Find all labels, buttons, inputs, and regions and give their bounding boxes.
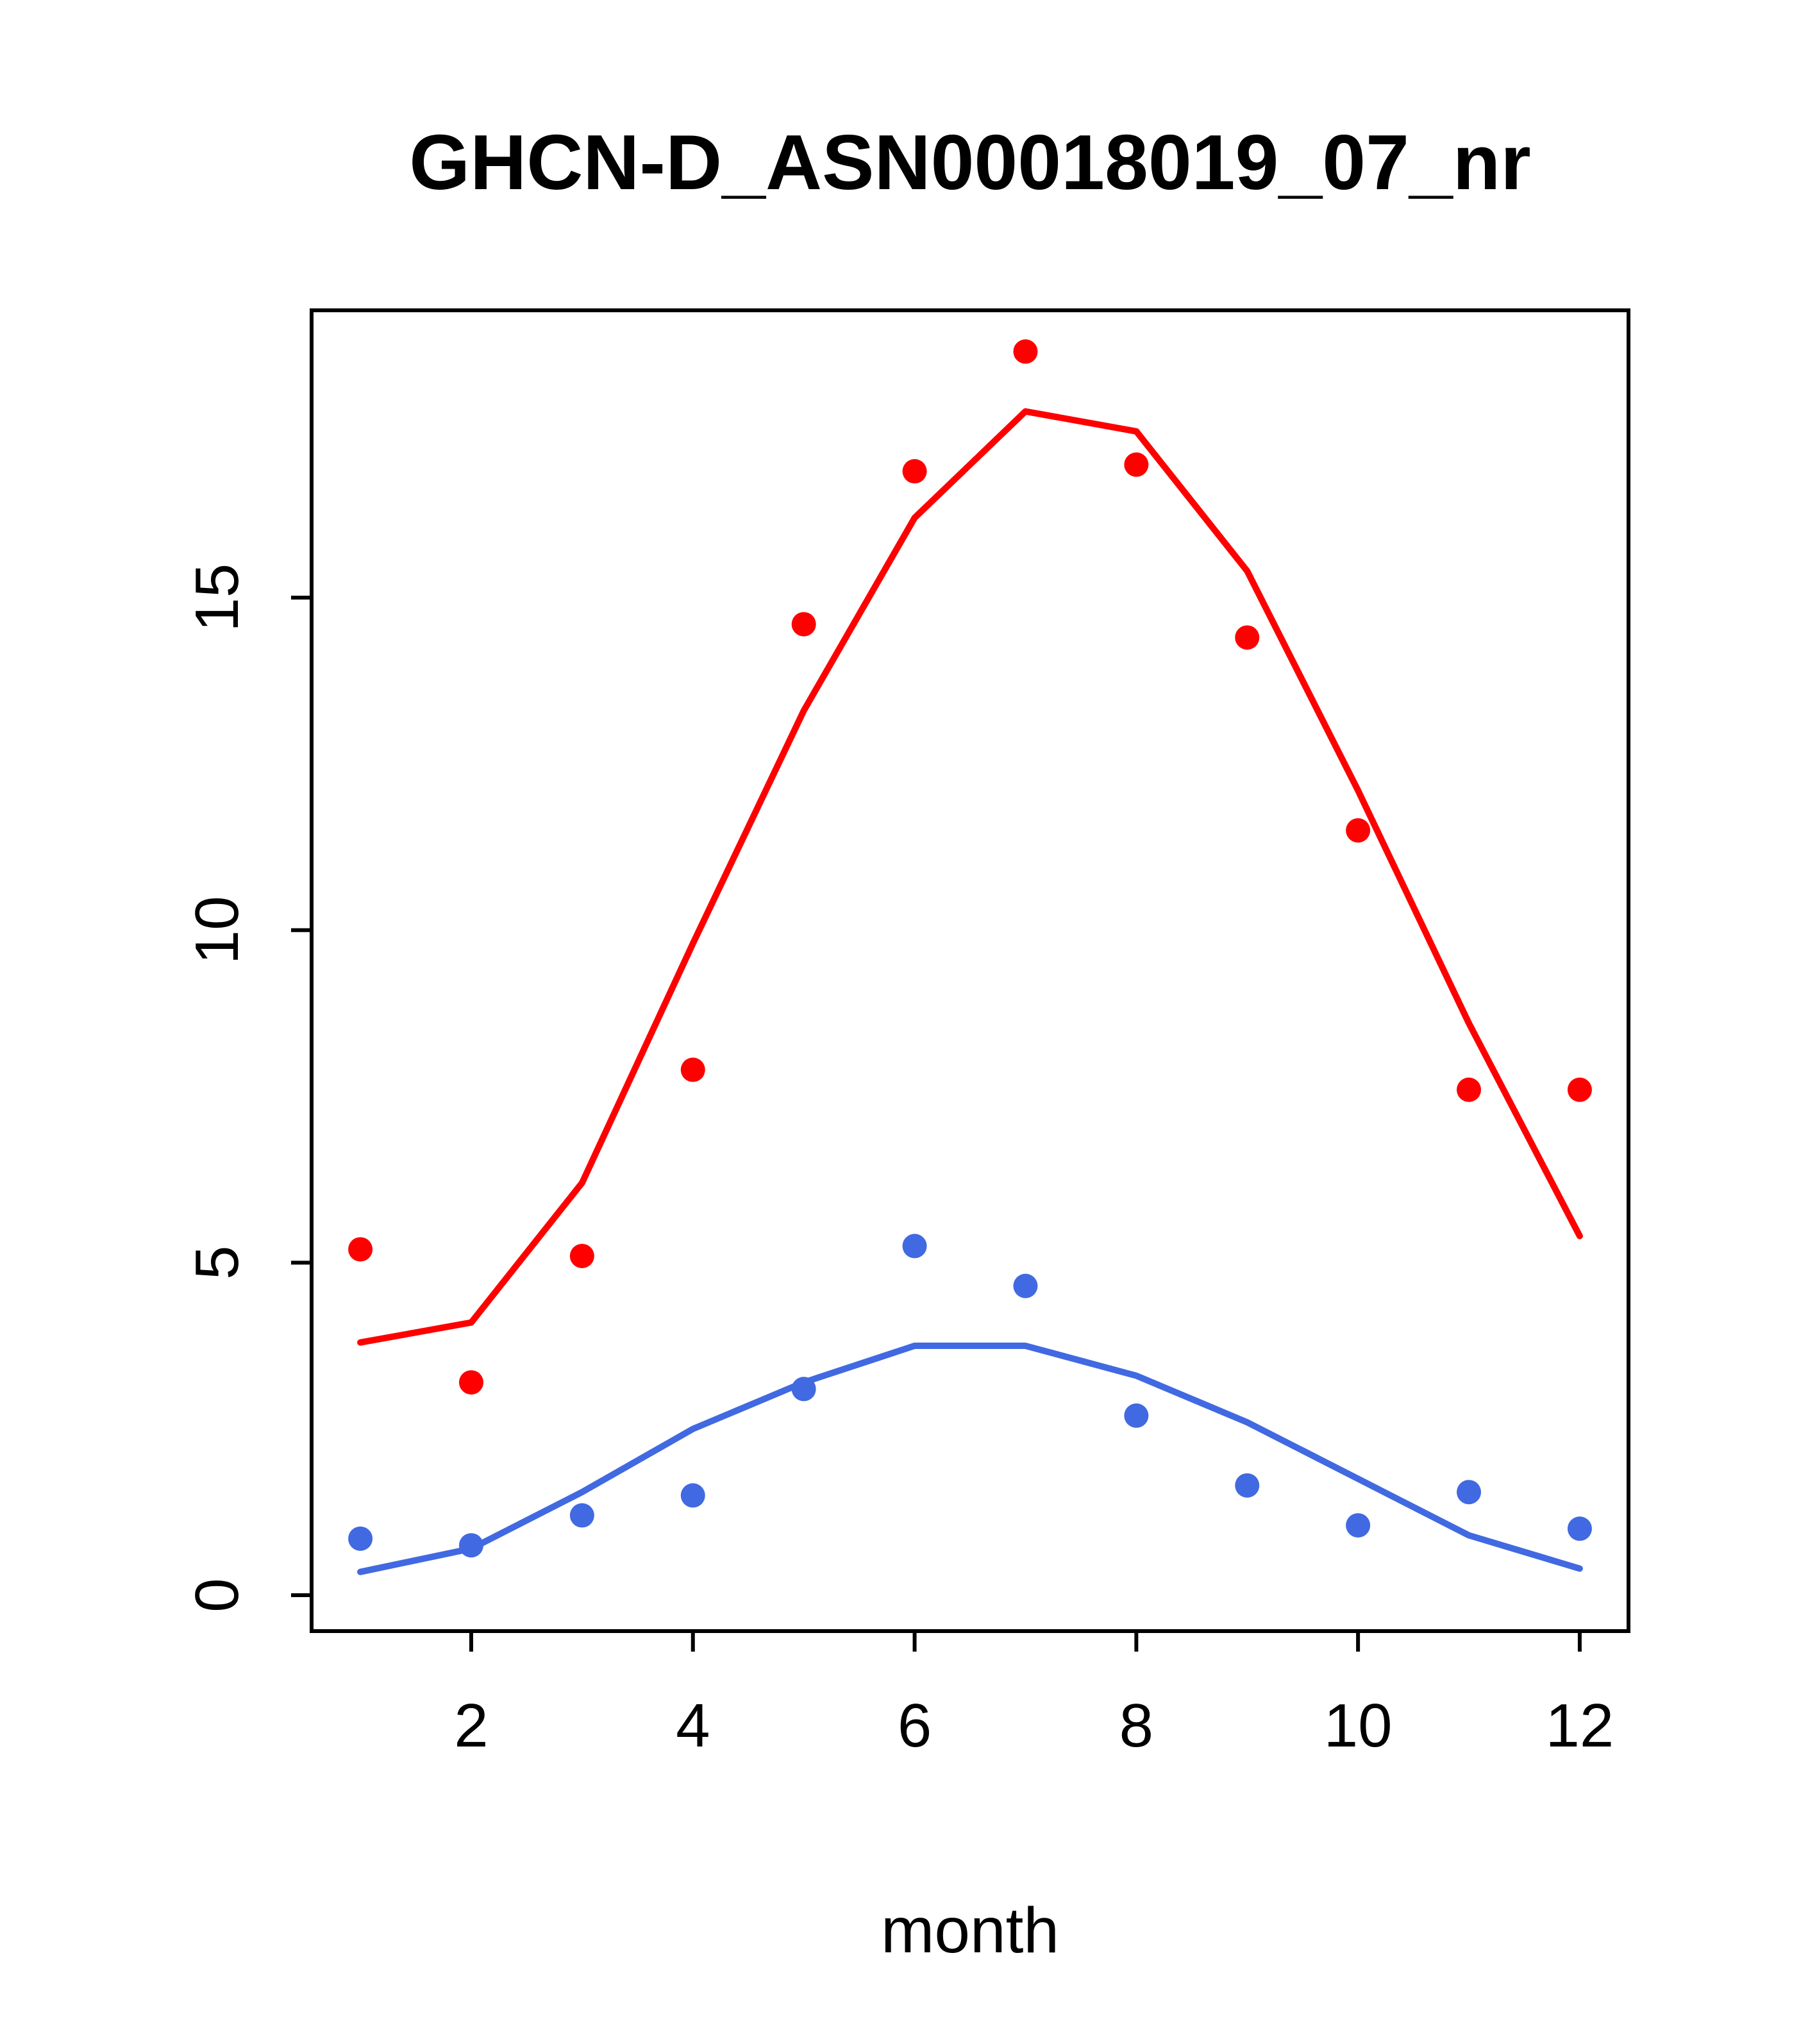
red-points-marker <box>458 1370 483 1395</box>
chart-title: GHCN-D_ASN00018019_07_nr <box>409 119 1531 206</box>
red-points-marker <box>1235 625 1260 650</box>
blue-points-marker <box>1346 1513 1371 1538</box>
x-tick-label: 8 <box>1119 1691 1153 1760</box>
plot-border <box>310 308 1630 1633</box>
red-points-marker <box>902 459 927 484</box>
red-points-marker <box>569 1243 594 1268</box>
red-points-marker <box>1013 339 1038 364</box>
y-tick-label: 0 <box>183 1578 251 1612</box>
y-tick-label: 10 <box>183 896 251 964</box>
y-tick-label: 5 <box>183 1246 251 1280</box>
x-tick-label: 2 <box>454 1691 488 1760</box>
red-points-marker <box>1457 1077 1482 1102</box>
blue-points-marker <box>1235 1473 1260 1498</box>
red-points-marker <box>791 612 816 637</box>
red-points-marker <box>1124 452 1149 477</box>
blue-points-marker <box>348 1526 373 1551</box>
blue-points-marker <box>680 1483 705 1508</box>
red-points-marker <box>680 1057 705 1082</box>
blue-points-marker <box>791 1377 816 1402</box>
x-tick-label: 6 <box>898 1691 932 1760</box>
x-tick-label: 10 <box>1324 1691 1393 1760</box>
x-axis-label: month <box>881 1895 1059 1966</box>
x-tick-label: 4 <box>676 1691 710 1760</box>
blue-points-marker <box>1457 1480 1482 1505</box>
y-tick-label: 15 <box>183 564 251 632</box>
blue-points-marker <box>458 1533 483 1558</box>
red-line <box>357 408 1583 1346</box>
x-tick-label: 12 <box>1546 1691 1614 1760</box>
red-points-marker <box>1567 1077 1592 1102</box>
red-points-marker <box>1346 818 1371 843</box>
blue-points-marker <box>1124 1403 1149 1428</box>
blue-points-marker <box>902 1234 927 1259</box>
red-points-marker <box>348 1237 373 1262</box>
blue-line <box>357 1343 1583 1575</box>
blue-points-marker <box>569 1503 594 1528</box>
blue-points-marker <box>1567 1516 1592 1541</box>
plot-area: 2 4 6 8 10 12 0 5 10 15 <box>183 308 1630 1760</box>
blue-points-marker <box>1013 1273 1038 1298</box>
